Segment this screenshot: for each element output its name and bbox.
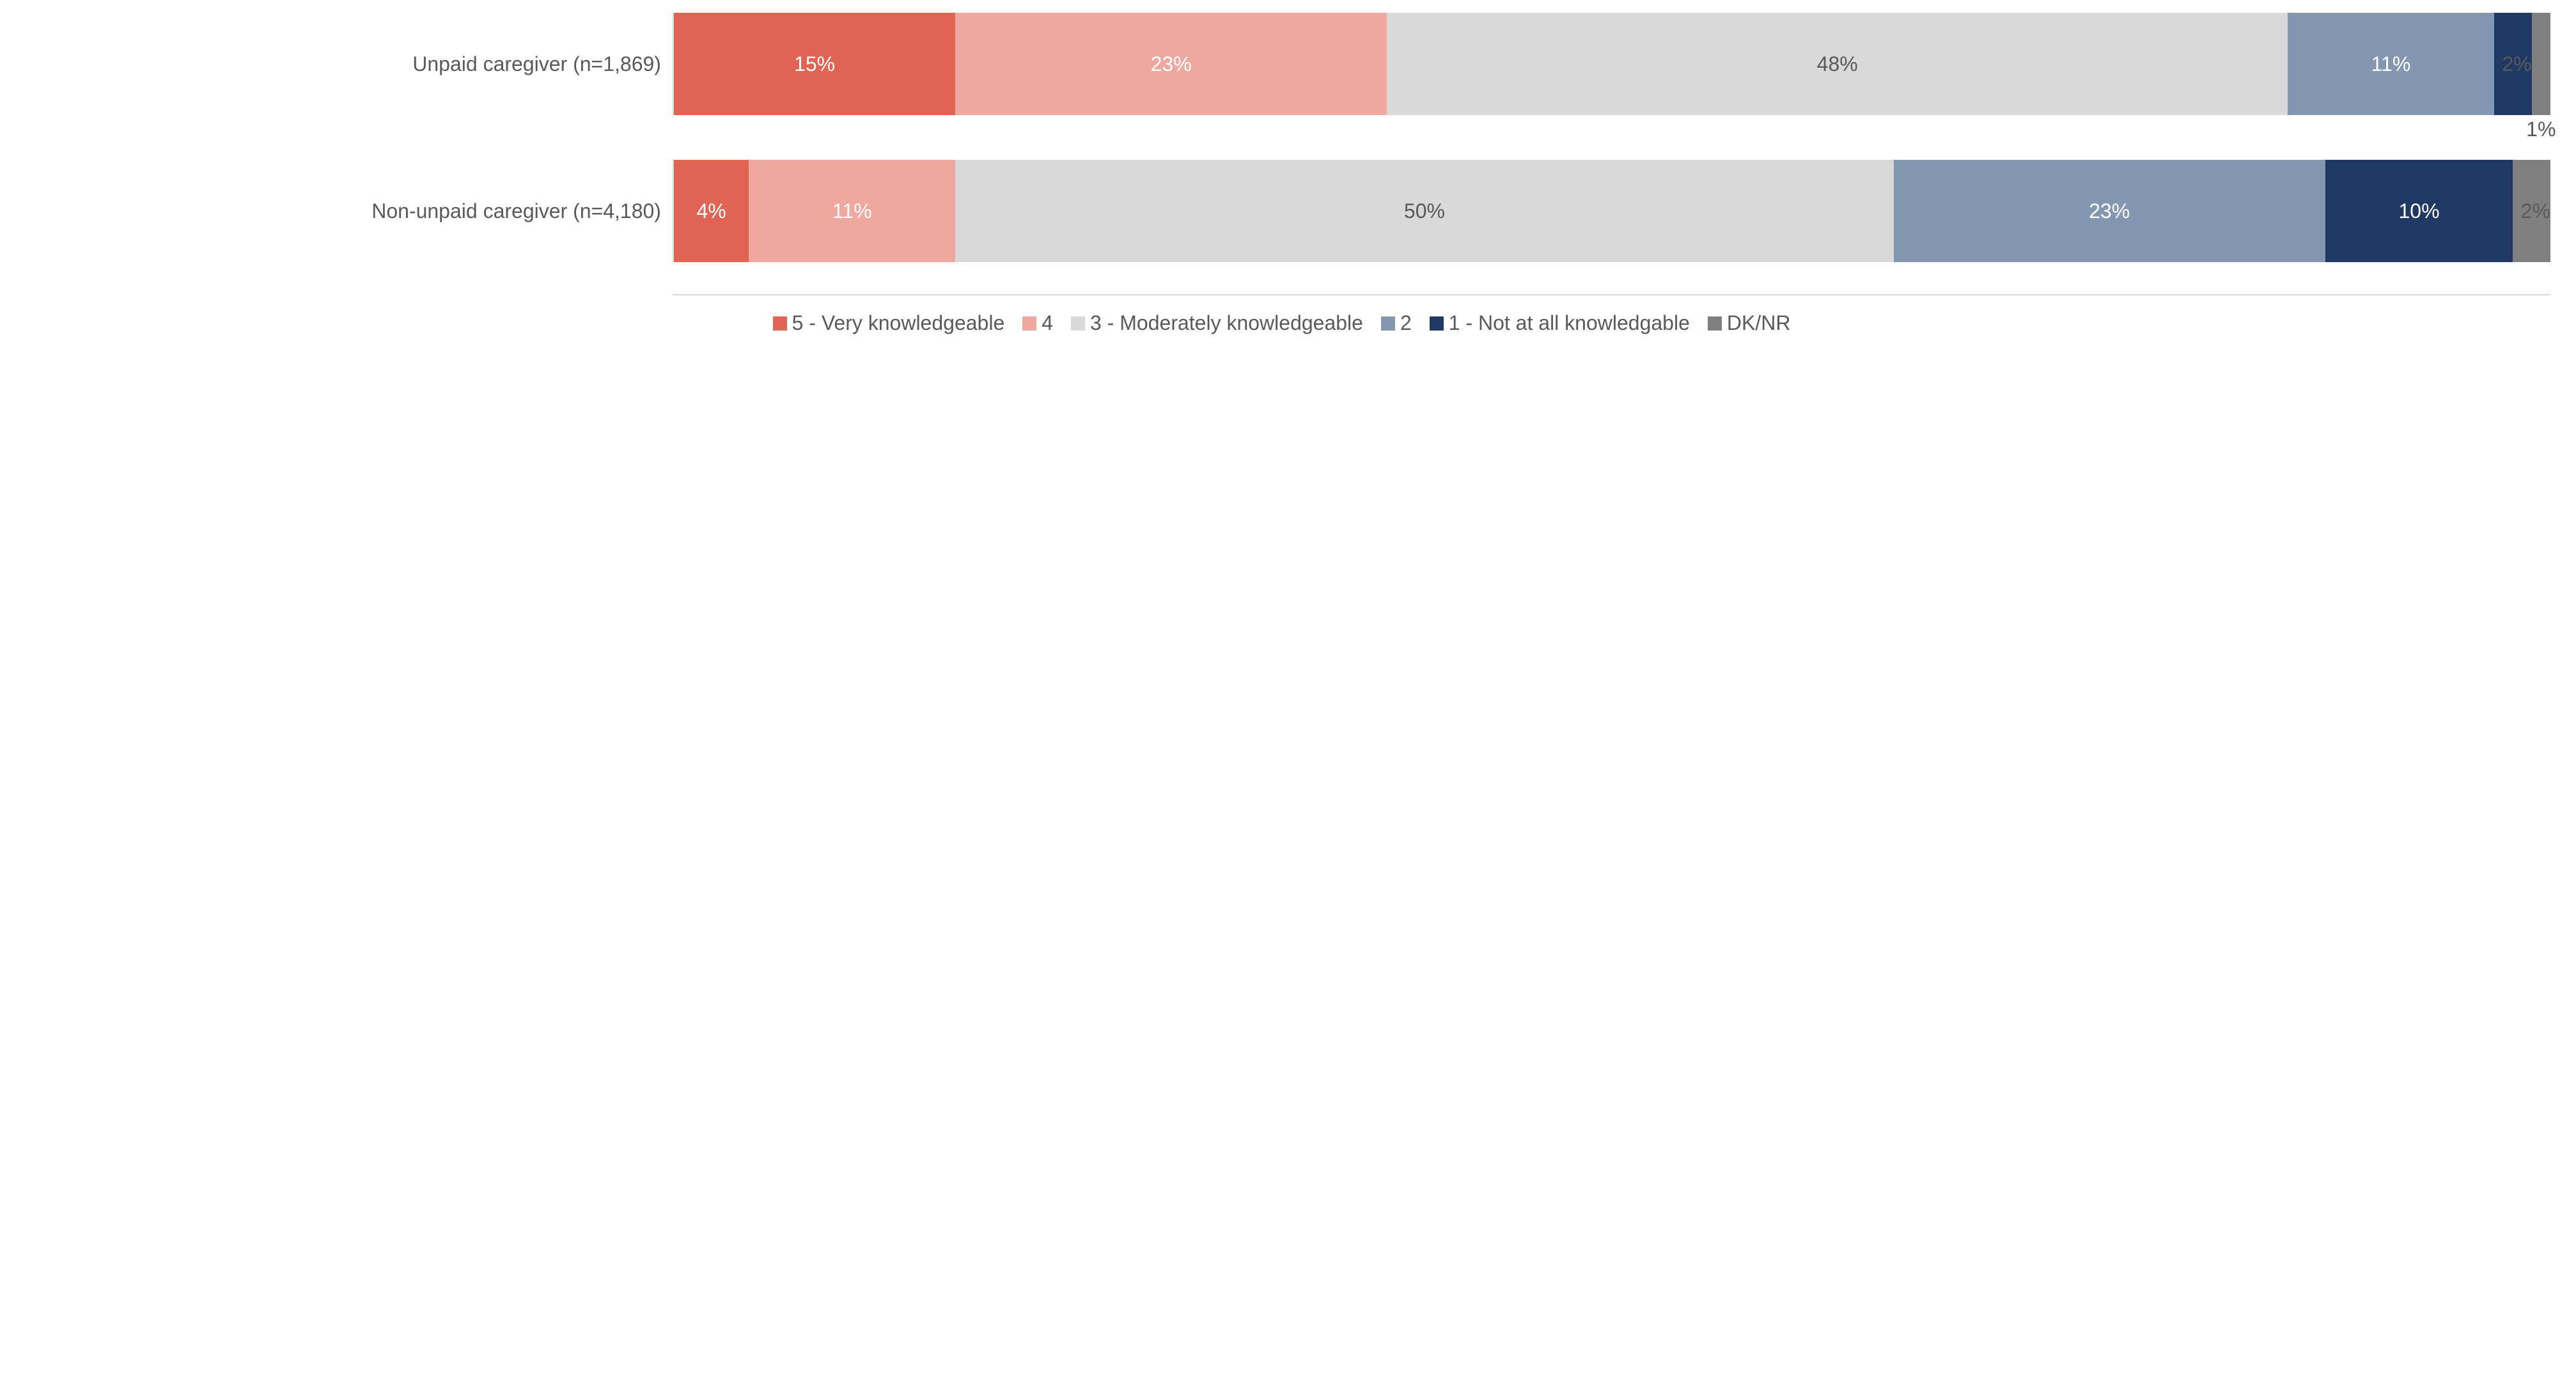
bar-segment-s4: 23% bbox=[955, 13, 1387, 115]
knowledge-stacked-bar-chart: Unpaid caregiver (n=1,869) 15% 23% 48% 11% 2… bbox=[0, 0, 2576, 348]
bar-segment-value: 1% bbox=[2526, 118, 2556, 141]
bar-segment-s5: 15% bbox=[674, 13, 955, 115]
legend-label: 3 - Moderately knowledgeable bbox=[1090, 311, 1363, 335]
x-axis-line bbox=[673, 294, 2550, 295]
bar-segment-s4: 11% bbox=[749, 160, 955, 262]
bar-segment-value: 2% bbox=[2502, 52, 2531, 76]
bar-segment-value: 15% bbox=[794, 52, 835, 76]
bar-segment-value: 2% bbox=[2521, 199, 2550, 223]
bar-segment-value: 23% bbox=[2089, 199, 2130, 223]
legend-swatch bbox=[1071, 316, 1085, 331]
category-label: Non-unpaid caregiver (n=4,180) bbox=[13, 199, 673, 223]
legend-label: 1 - Not at all knowledgable bbox=[1449, 311, 1690, 335]
legend-item-s1: 1 - Not at all knowledgable bbox=[1430, 311, 1690, 335]
legend-label: DK/NR bbox=[1727, 311, 1791, 335]
legend-swatch bbox=[1430, 316, 1444, 331]
bar-segment-s3: 50% bbox=[955, 160, 1894, 262]
legend-swatch bbox=[1708, 316, 1722, 331]
legend-swatch bbox=[1381, 316, 1395, 331]
bar-segment-value: 23% bbox=[1151, 52, 1192, 76]
bar-segment-s3: 48% bbox=[1387, 13, 2288, 115]
legend-label: 4 bbox=[1042, 311, 1053, 335]
legend-swatch bbox=[1022, 316, 1036, 331]
bar-area: 15% 23% 48% 11% 2%1% bbox=[673, 13, 2550, 115]
legend-item-s4: 4 bbox=[1022, 311, 1053, 335]
category-label: Unpaid caregiver (n=1,869) bbox=[13, 52, 673, 76]
bar-segment-value: 10% bbox=[2398, 199, 2439, 223]
bar-segment-s5: 4% bbox=[674, 160, 749, 262]
legend-label: 5 - Very knowledgeable bbox=[792, 311, 1005, 335]
legend-item-s3: 3 - Moderately knowledgeable bbox=[1071, 311, 1363, 335]
bar-segment-s2: 23% bbox=[1894, 160, 2325, 262]
bar-segment-dknr: 1% bbox=[2532, 13, 2550, 115]
legend-item-s2: 2 bbox=[1381, 311, 1412, 335]
bar-segment-s1: 10% bbox=[2325, 160, 2513, 262]
bar-segment-dknr: 2% bbox=[2513, 160, 2550, 262]
stacked-bar: 15% 23% 48% 11% 2%1% bbox=[674, 13, 2550, 115]
bar-segment-value: 50% bbox=[1404, 199, 1445, 223]
stacked-bar: 4% 11% 50% 23% 10% 2% bbox=[674, 160, 2550, 262]
bar-segment-s2: 11% bbox=[2288, 13, 2494, 115]
legend-label: 2 bbox=[1400, 311, 1412, 335]
bar-segment-value: 11% bbox=[832, 199, 872, 223]
legend-item-dknr: DK/NR bbox=[1708, 311, 1791, 335]
bar-segment-value: 11% bbox=[2371, 52, 2411, 76]
bar-segment-value: 48% bbox=[1817, 52, 1858, 76]
bar-segment-value: 4% bbox=[697, 199, 726, 223]
legend: 5 - Very knowledgeable 4 3 - Moderately kn… bbox=[13, 311, 2550, 335]
bar-row: Non-unpaid caregiver (n=4,180) 4% 11% 50% 2… bbox=[13, 160, 2550, 262]
legend-swatch bbox=[773, 316, 787, 331]
bar-area: 4% 11% 50% 23% 10% 2% bbox=[673, 160, 2550, 262]
bar-row: Unpaid caregiver (n=1,869) 15% 23% 48% 11% 2… bbox=[13, 13, 2550, 115]
bar-segment-s1: 2% bbox=[2494, 13, 2532, 115]
legend-item-s5: 5 - Very knowledgeable bbox=[773, 311, 1005, 335]
